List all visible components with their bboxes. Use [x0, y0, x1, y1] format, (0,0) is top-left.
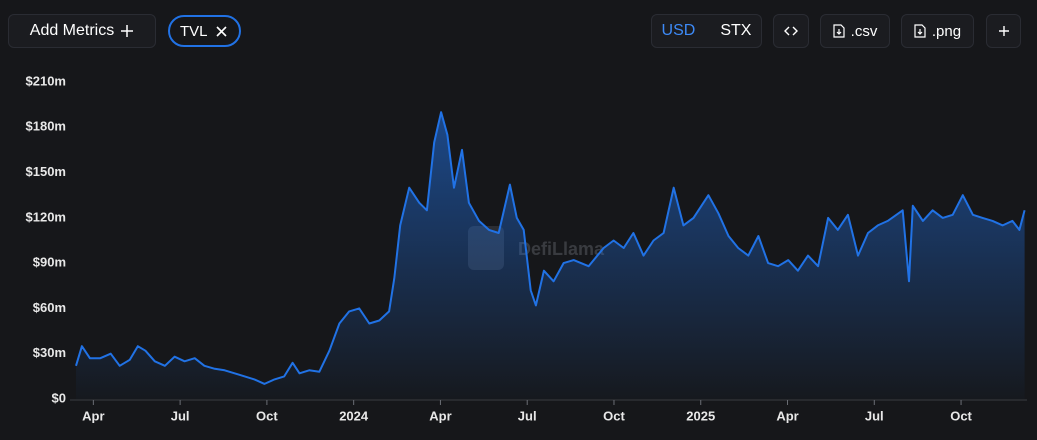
- x-tick-label: Jul: [171, 408, 190, 423]
- metric-tag[interactable]: TVL: [168, 15, 241, 47]
- x-tick-label: Oct: [950, 408, 972, 423]
- y-tick-label: $120m: [26, 209, 66, 224]
- code-icon: [784, 26, 798, 36]
- y-tick-label: $210m: [26, 73, 66, 88]
- file-icon: [914, 24, 926, 38]
- line: [75, 111, 1026, 385]
- embed-button[interactable]: [773, 14, 809, 48]
- x-tick-label: 2025: [686, 408, 715, 423]
- add-metrics-button[interactable]: Add Metrics: [8, 14, 156, 48]
- csv-label: .csv: [850, 22, 878, 40]
- plus-icon: [121, 25, 134, 37]
- csv-button[interactable]: .csv: [820, 14, 890, 48]
- y-tick-label: $30m: [33, 345, 66, 360]
- png-label: .png: [931, 22, 962, 40]
- y-tick-label: $150m: [26, 164, 66, 179]
- currency-toggle: USD STX: [651, 14, 762, 48]
- add-metrics-label: Add Metrics: [29, 22, 115, 39]
- x-tick-label: Jul: [518, 408, 537, 423]
- close-icon[interactable]: [215, 25, 227, 37]
- file-icon: [833, 24, 845, 38]
- x-tick-label: Jul: [865, 408, 884, 423]
- currency-option[interactable]: STX: [720, 22, 752, 39]
- area-fill: [76, 112, 1025, 399]
- y-tick-label: $0: [52, 390, 66, 405]
- x-tick-label: Apr: [776, 408, 798, 423]
- x-tick-label: Apr: [429, 408, 451, 423]
- more-button[interactable]: [986, 14, 1021, 48]
- watermark-text: DefiLlama: [518, 239, 605, 259]
- x-tick-label: 2024: [339, 408, 369, 423]
- metric-tag-label: TVL: [180, 22, 208, 40]
- y-tick-label: $180m: [26, 119, 66, 134]
- currency-option[interactable]: USD: [661, 22, 696, 39]
- y-tick-label: $90m: [33, 255, 66, 270]
- plus-icon: [998, 26, 1009, 36]
- x-tick-label: Oct: [256, 408, 278, 423]
- x-tick-label: Oct: [603, 408, 625, 423]
- png-button[interactable]: .png: [901, 14, 974, 48]
- y-tick-label: $60m: [33, 300, 66, 315]
- x-tick-label: Apr: [82, 408, 104, 423]
